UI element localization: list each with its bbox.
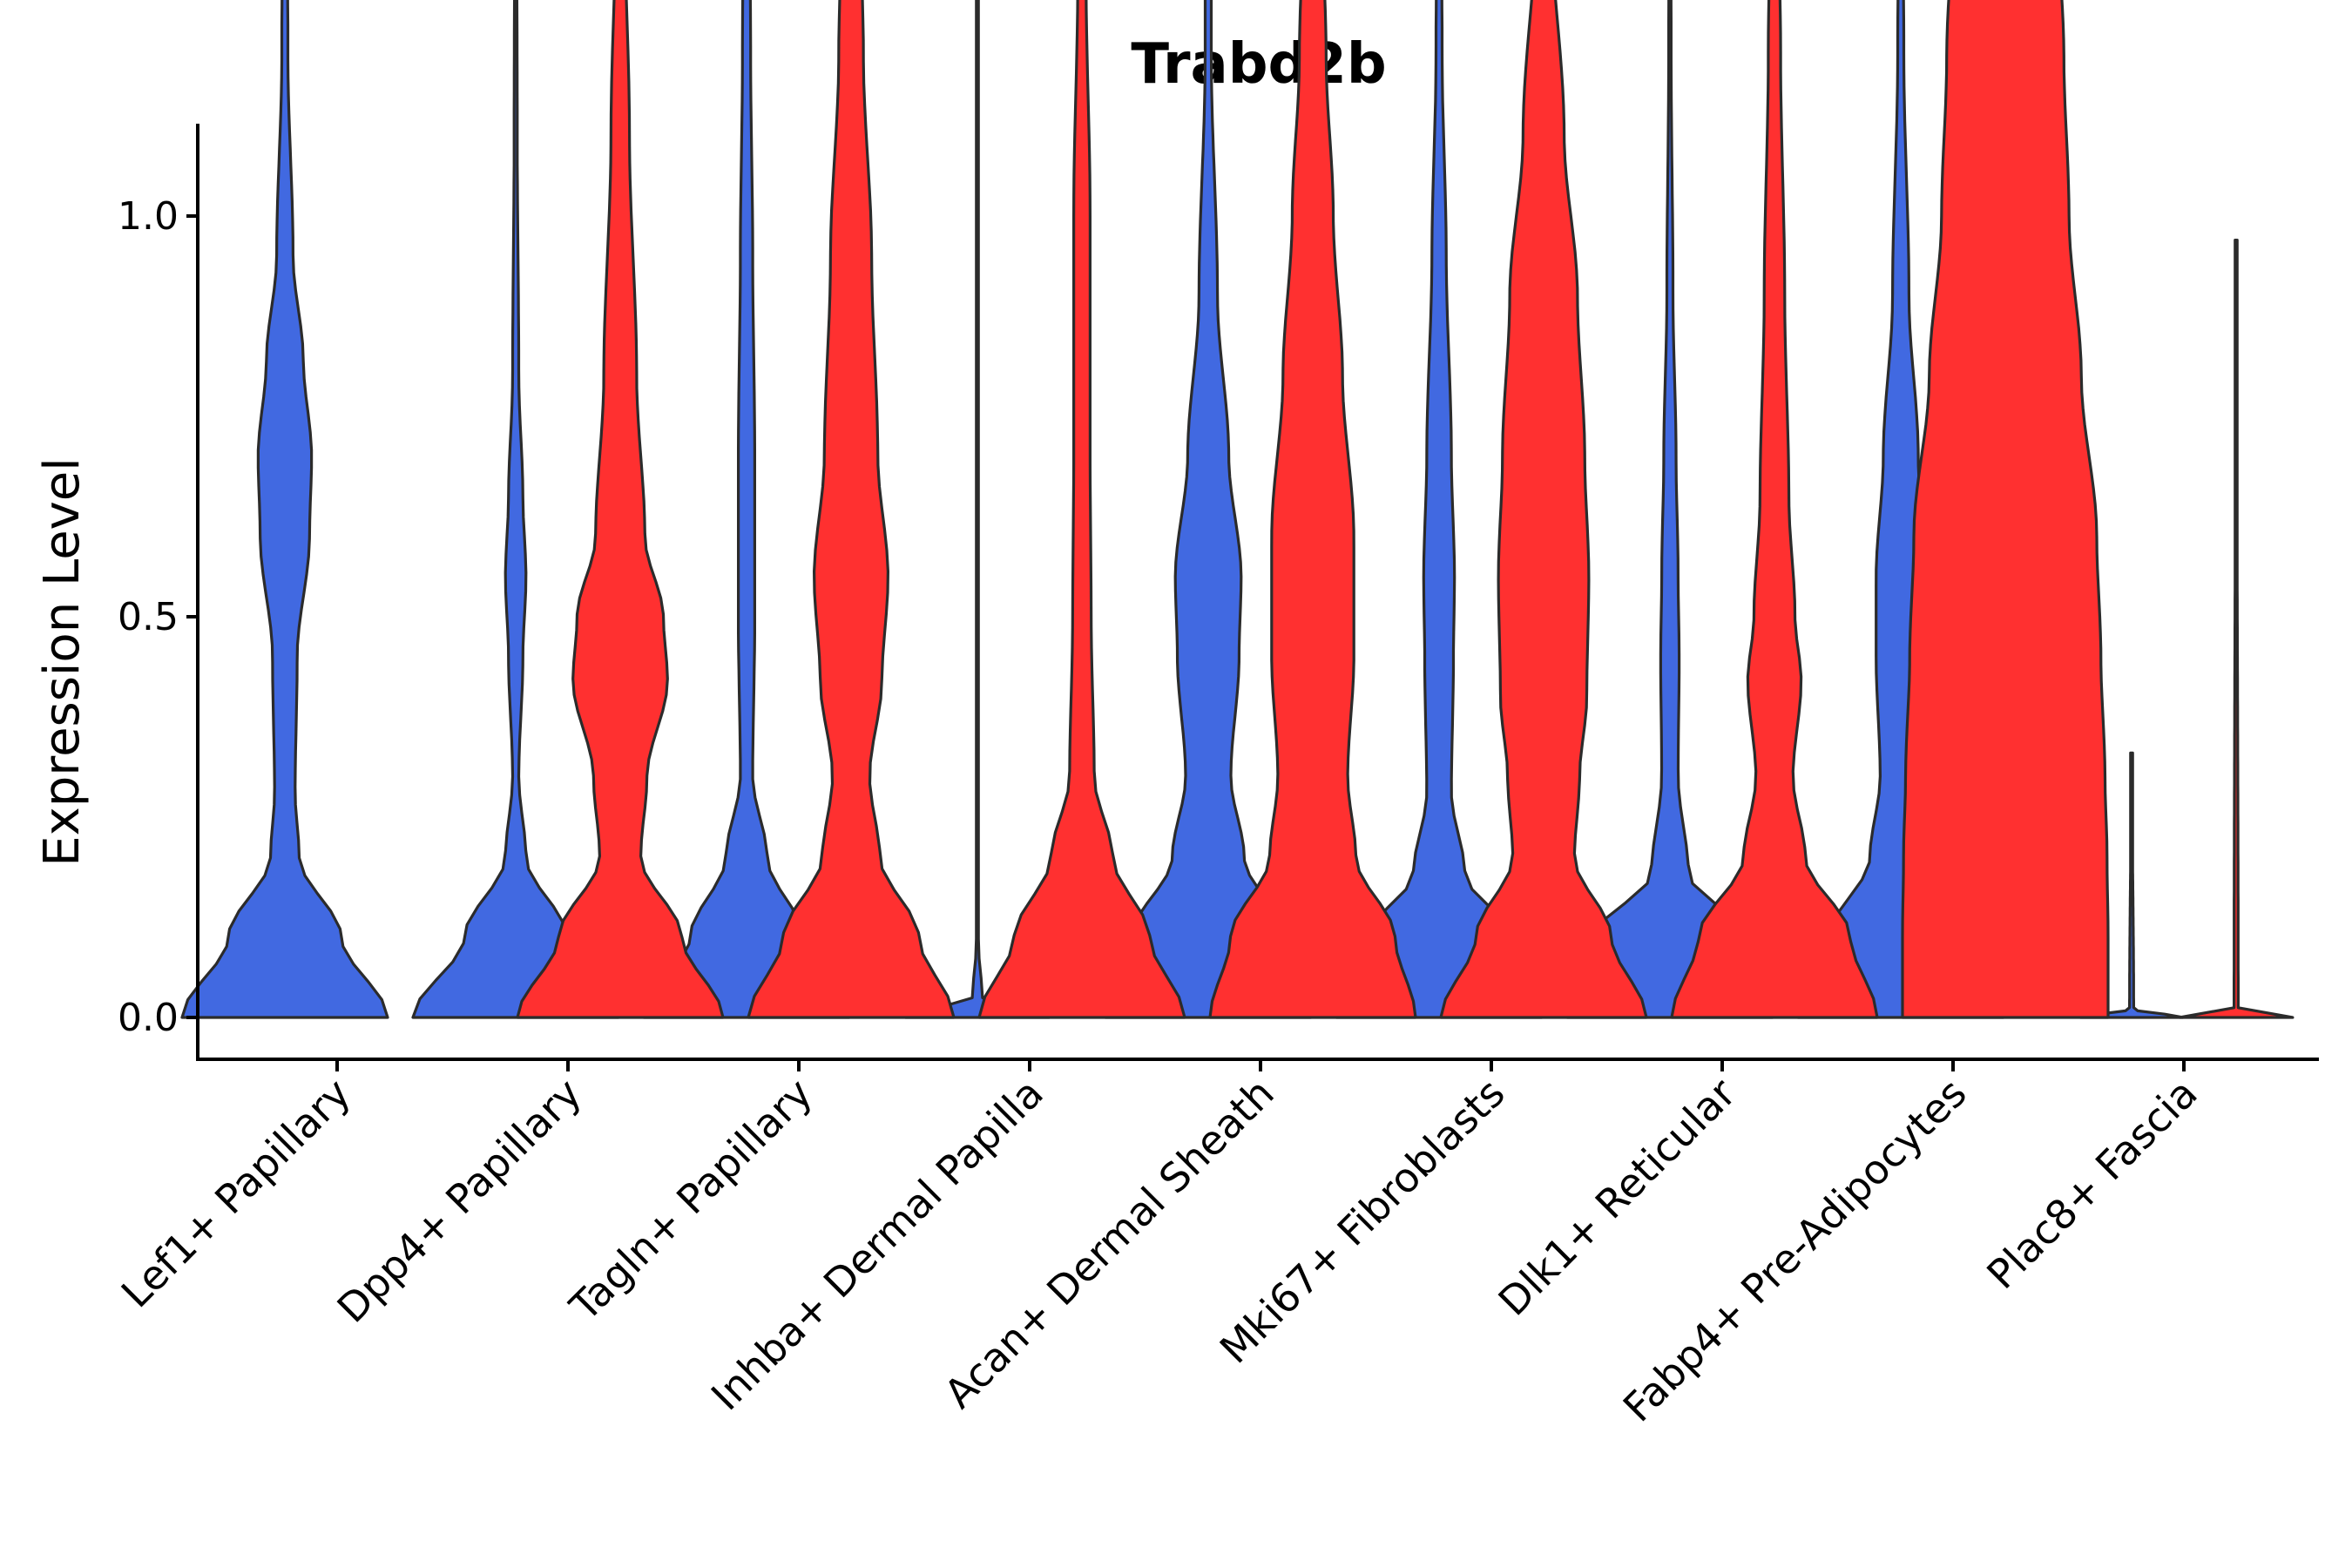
violin-2-6 [1439,0,1648,1019]
violin-2-7 [1670,0,1879,1019]
y-axis-label: Expression Level [34,457,91,867]
x-tick-label: Tagln+ Papillary [560,1070,821,1331]
violin-2-9 [2178,239,2295,1019]
chart-title: Trabd2b [1131,32,1386,97]
violin-1-6 [1335,0,1544,1019]
y-tick-label: 1.0 [118,194,179,239]
x-tick-label: Dlk1+ Reticular [1490,1070,1745,1325]
y-tick-label: 0.5 [118,595,179,639]
violin-1-2 [411,0,620,1019]
violin-2-8 [1901,0,2110,1019]
violin-2-3 [747,0,956,1019]
x-tick-label: Dpp4+ Papillary [328,1070,591,1332]
violin-2-5 [1208,0,1417,1019]
x-tick-label: Lef1+ Papillary [112,1070,360,1317]
violin-2-4 [977,0,1186,1019]
x-tick-label: Plac8+ Fascia [1977,1070,2206,1298]
violin-1-9 [2078,751,2185,1019]
axes [196,124,2319,1061]
violin-layer [180,0,2295,1019]
violin-1-7 [1565,0,1774,1019]
violin-1-5 [1104,0,1313,1019]
y-ticks: 0.00.51.01.52.0 [118,194,198,1040]
violin-1-1 [180,0,389,1019]
violin-1-3 [642,0,851,1019]
violin-1-4 [903,0,1051,1019]
y-tick-label: 0.0 [118,996,179,1040]
violin-2-2 [516,0,725,1019]
